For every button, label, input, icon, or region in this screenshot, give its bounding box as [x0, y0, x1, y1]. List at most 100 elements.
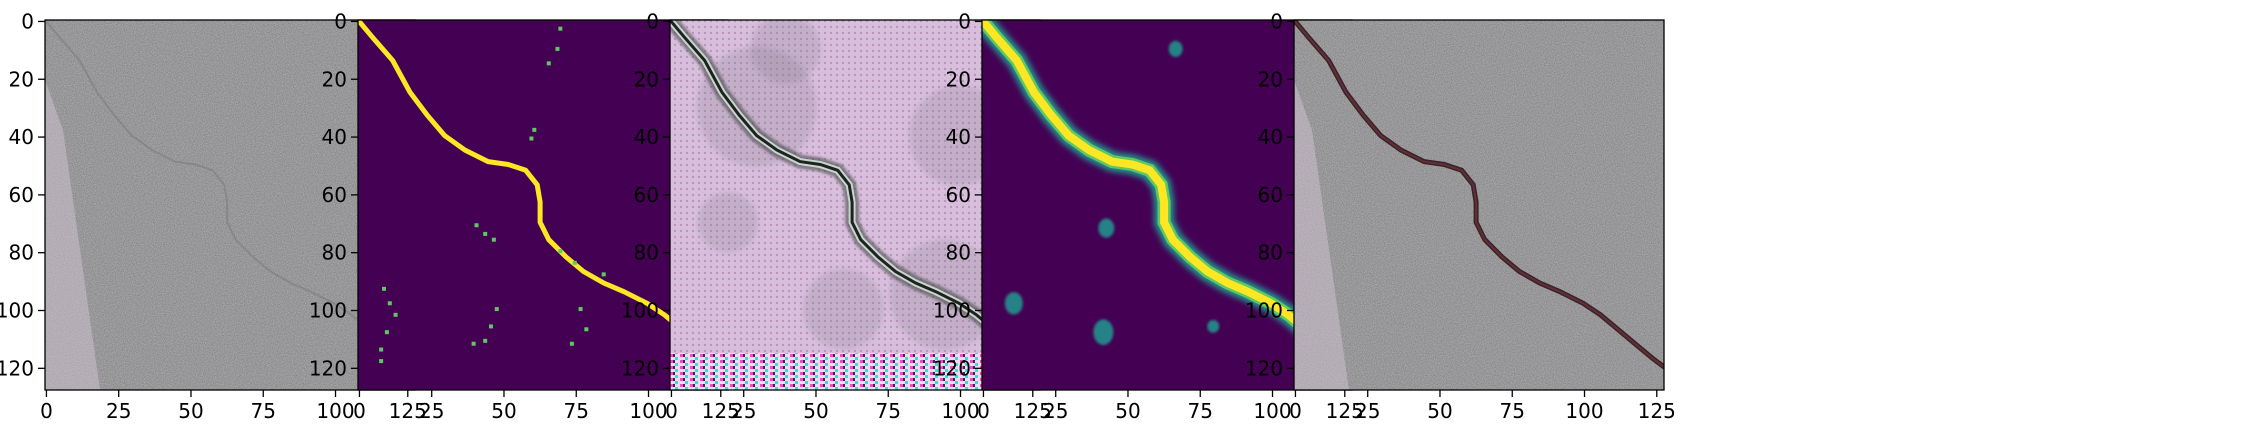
panel-5-image: [1294, 20, 1664, 390]
y-tick-label: 60: [634, 183, 659, 207]
noise-pixel: [584, 327, 589, 332]
y-tick-label: 100: [1245, 299, 1283, 323]
y-tick-label: 80: [634, 241, 659, 265]
panel-1-image: [45, 20, 415, 390]
noise-pixel: [578, 307, 583, 312]
probability-blob: [1004, 292, 1023, 315]
y-tick-label: 100: [933, 299, 971, 323]
noise-pixel: [379, 359, 384, 364]
y-tick-label: 0: [21, 9, 34, 33]
faint-crack: [45, 20, 415, 368]
noise-pixel: [494, 307, 499, 312]
y-tick-label: 120: [1245, 356, 1283, 380]
edge-artifact: [670, 353, 1040, 390]
y-tick-label: 20: [322, 67, 347, 91]
y-tick-label: 100: [0, 299, 34, 323]
x-tick-label: 75: [876, 399, 901, 423]
y-tick-label: 0: [334, 9, 347, 33]
noise-pixel: [483, 338, 488, 343]
pink-stain: [45, 80, 100, 390]
noise-pixel: [601, 272, 606, 277]
x-tick-label: 100: [1565, 399, 1603, 423]
noise-pixel: [532, 127, 537, 132]
x-tick-label: 25: [1355, 399, 1380, 423]
noise-pixel: [393, 312, 398, 317]
panel-5-frame: [1293, 19, 1665, 391]
y-tick-label: 40: [1258, 125, 1283, 149]
y-tick-label: 20: [634, 67, 659, 91]
y-tick-label: 0: [1270, 9, 1283, 33]
x-tick-label: 50: [1115, 399, 1140, 423]
noise-pixel: [558, 26, 563, 31]
x-tick-label: 125: [1014, 399, 1052, 423]
x-tick-label: 100: [629, 399, 667, 423]
panel-3: 0 25 50 75 100 125 0 20 40 60 80 100 120: [621, 9, 1052, 423]
x-tick-label: 75: [564, 399, 589, 423]
noise-pixel: [546, 61, 551, 66]
noise-pixel: [474, 223, 479, 228]
y-tick-label: 120: [309, 356, 347, 380]
panel-2-image: [358, 20, 728, 390]
y-tick-label: 100: [621, 299, 659, 323]
noise-pixel: [483, 231, 488, 236]
y-tick-label: 20: [9, 67, 34, 91]
x-tick-label: 0: [40, 399, 53, 423]
panel-4-image: [982, 20, 1352, 390]
x-tick-label: 50: [1427, 399, 1452, 423]
pink-stain: [1294, 80, 1349, 390]
noise-pixel: [558, 249, 563, 254]
x-tick-label: 100: [316, 399, 354, 423]
probability-blob: [1093, 319, 1114, 345]
x-tick-label: 75: [251, 399, 276, 423]
x-tick-label: 25: [419, 399, 444, 423]
x-tick-label: 75: [1188, 399, 1213, 423]
y-tick-label: 40: [322, 125, 347, 149]
x-tick-label: 125: [389, 399, 427, 423]
x-tick-label: 0: [353, 399, 366, 423]
noise-pixel: [488, 324, 493, 329]
y-tick-label: 40: [634, 125, 659, 149]
x-tick-label: 0: [1289, 399, 1302, 423]
y-tick-label: 20: [1258, 67, 1283, 91]
x-tick-label: 125: [702, 399, 740, 423]
noise-pixel: [491, 237, 496, 242]
probability-blob: [1098, 218, 1115, 238]
crack-probability: [982, 20, 1352, 371]
mask-background: [358, 20, 728, 390]
y-tick-label: 60: [1258, 183, 1283, 207]
y-tick-label: 80: [322, 241, 347, 265]
noise-pixel: [384, 330, 389, 335]
y-tick-label: 40: [9, 125, 34, 149]
x-tick-label: 50: [491, 399, 516, 423]
y-tick-label: 60: [322, 183, 347, 207]
y-tick-label: 120: [0, 356, 34, 380]
y-tick-label: 60: [946, 183, 971, 207]
y-tick-label: 80: [1258, 241, 1283, 265]
y-tick-label: 0: [958, 9, 971, 33]
x-tick-label: 50: [803, 399, 828, 423]
x-tick-label: 125: [1638, 399, 1676, 423]
x-tick-label: 100: [1253, 399, 1291, 423]
x-tick-label: 0: [665, 399, 678, 423]
x-tick-label: 25: [1043, 399, 1068, 423]
noise-pixel: [529, 136, 534, 141]
panel-3-image: [670, 20, 1040, 390]
x-tick-label: 50: [178, 399, 203, 423]
y-tick-label: 0: [646, 9, 659, 33]
x-tick-label: 75: [1500, 399, 1525, 423]
y-tick-label: 80: [946, 241, 971, 265]
noise-pixel: [569, 341, 574, 346]
x-tick-label: 25: [731, 399, 756, 423]
crack-feature: [670, 20, 1040, 369]
noise-pixel: [382, 286, 387, 291]
noise-pixel: [555, 46, 560, 51]
x-tick-label: 125: [1326, 399, 1364, 423]
probability-blob: [1207, 320, 1220, 333]
x-tick-label: 0: [977, 399, 990, 423]
panel-1: 0 25 50 75 100 125 0 20 40 60 80 100 120: [0, 9, 427, 423]
probability-blob: [1168, 40, 1183, 57]
x-tick-label: 100: [941, 399, 979, 423]
panel-4: 0 25 50 75 100 125 0 20 40 60 80 100 120: [933, 9, 1364, 423]
y-tick-label: 100: [309, 299, 347, 323]
